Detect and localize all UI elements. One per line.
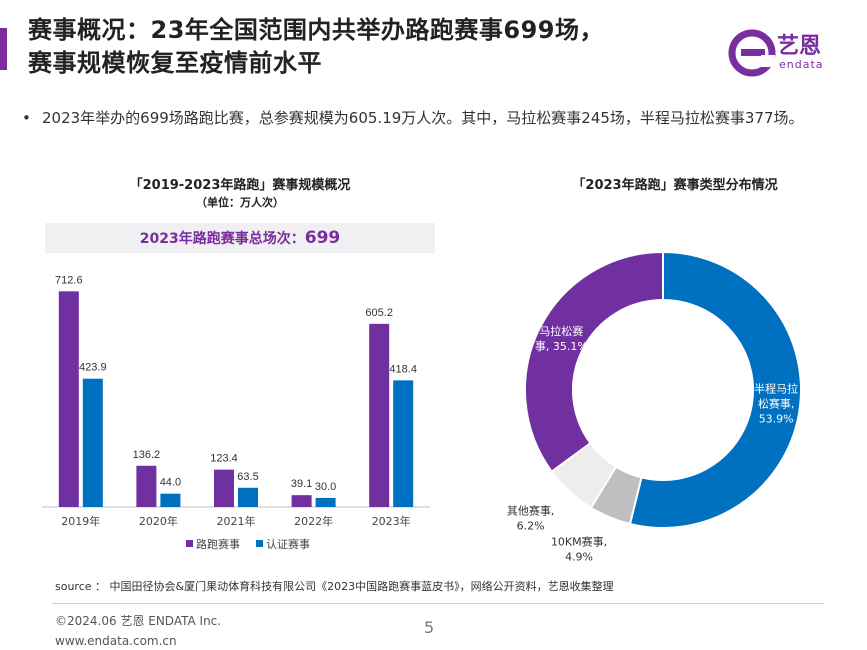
- bar-certified-3: [315, 497, 336, 507]
- donut-label: 半程马拉: [754, 382, 798, 396]
- donut-label: 10KM赛事,: [551, 535, 607, 549]
- total-events-value: 699: [304, 228, 341, 248]
- bar-data-label: 123.4: [210, 453, 238, 465]
- total-events-label: 2023年路跑赛事总场次：: [139, 231, 305, 247]
- bar-chart-title: 「2019-2023年路跑」赛事规模概况: [129, 178, 351, 193]
- bar-chart-subtitle: （单位：万人次）: [196, 196, 284, 209]
- donut-label: 6.2%: [517, 520, 545, 533]
- page-title: 赛事概况：23年全国范围内共举办路跑赛事699场， 赛事规模恢复至疫情前水平: [28, 14, 604, 80]
- x-tick-label: 2022年: [294, 514, 333, 528]
- source-note: source ： 中国田径协会&厦门果动体育科技有限公司《2023中国路跑赛事蓝…: [55, 580, 614, 593]
- bar-data-label: 30.0: [315, 481, 336, 493]
- bar-data-label: 63.5: [237, 471, 258, 483]
- endata-logo: 艺恩 endata: [727, 28, 839, 80]
- bar-data-label: 423.9: [79, 362, 107, 374]
- page-number: 5: [424, 618, 435, 637]
- bar-data-label: 136.2: [133, 449, 161, 461]
- footer-divider: [52, 603, 824, 604]
- legend-label-1: 认证赛事: [266, 537, 310, 551]
- bar-certified-4: [393, 380, 414, 507]
- logo-sub: endata: [779, 58, 824, 71]
- summary-bullet: • 2023年举办的699场路跑比赛，总参赛规模为605.19万人次。其中，马拉…: [22, 104, 832, 132]
- bar-road-race-0: [58, 291, 79, 507]
- legend-swatch-0: [186, 540, 193, 547]
- bar-road-race-3: [291, 495, 312, 507]
- x-tick-label: 2023年: [372, 514, 411, 528]
- legend-label-0: 路跑赛事: [196, 537, 240, 551]
- bar-data-label: 39.1: [291, 478, 312, 490]
- total-events-banner: 2023年路跑赛事总场次：699: [45, 223, 435, 253]
- bar-data-label: 712.6: [55, 274, 83, 286]
- bar-data-label: 418.4: [389, 363, 417, 375]
- x-tick-label: 2019年: [61, 514, 100, 528]
- bar-data-label: 605.2: [365, 307, 393, 319]
- bar-road-race-2: [214, 469, 234, 507]
- donut-slice-0: [628, 250, 802, 529]
- donut-label: 马拉松赛: [539, 324, 583, 338]
- bar-certified-2: [238, 487, 258, 507]
- title-line-2: 赛事规模恢复至疫情前水平: [28, 49, 322, 77]
- title-accent-bar: [0, 28, 7, 70]
- donut-label: 松赛事,: [758, 397, 795, 411]
- x-tick-label: 2021年: [217, 514, 256, 528]
- bar-road-race-4: [369, 323, 390, 507]
- donut-label: 53.9%: [759, 413, 794, 426]
- endata-e-logo-icon: [728, 29, 776, 77]
- bar-certified-0: [82, 378, 103, 507]
- bar-data-label: 44.0: [160, 477, 181, 489]
- donut-slice-3: [524, 250, 664, 473]
- bar-road-race-1: [136, 465, 157, 507]
- bar-certified-1: [160, 493, 181, 507]
- website: www.endata.com.cn: [55, 634, 177, 648]
- donut-label: 事, 35.1%: [535, 340, 588, 353]
- copyright: ©2024.06 艺恩 ENDATA Inc.: [55, 614, 222, 628]
- summary-text: 2023年举办的699场路跑比赛，总参赛规模为605.19万人次。其中，马拉松赛…: [42, 109, 804, 127]
- logo-name: 艺恩: [777, 34, 822, 59]
- bullet-dot-icon: •: [22, 109, 31, 127]
- donut-label: 其他赛事,: [507, 504, 555, 518]
- donut-chart-title: 「2023年路跑」赛事类型分布情况: [572, 178, 778, 193]
- donut-label: 4.9%: [565, 551, 593, 564]
- legend-swatch-1: [256, 540, 263, 547]
- title-line-1: 赛事概况：23年全国范围内共举办路跑赛事699场，: [28, 16, 604, 44]
- x-tick-label: 2020年: [139, 514, 178, 528]
